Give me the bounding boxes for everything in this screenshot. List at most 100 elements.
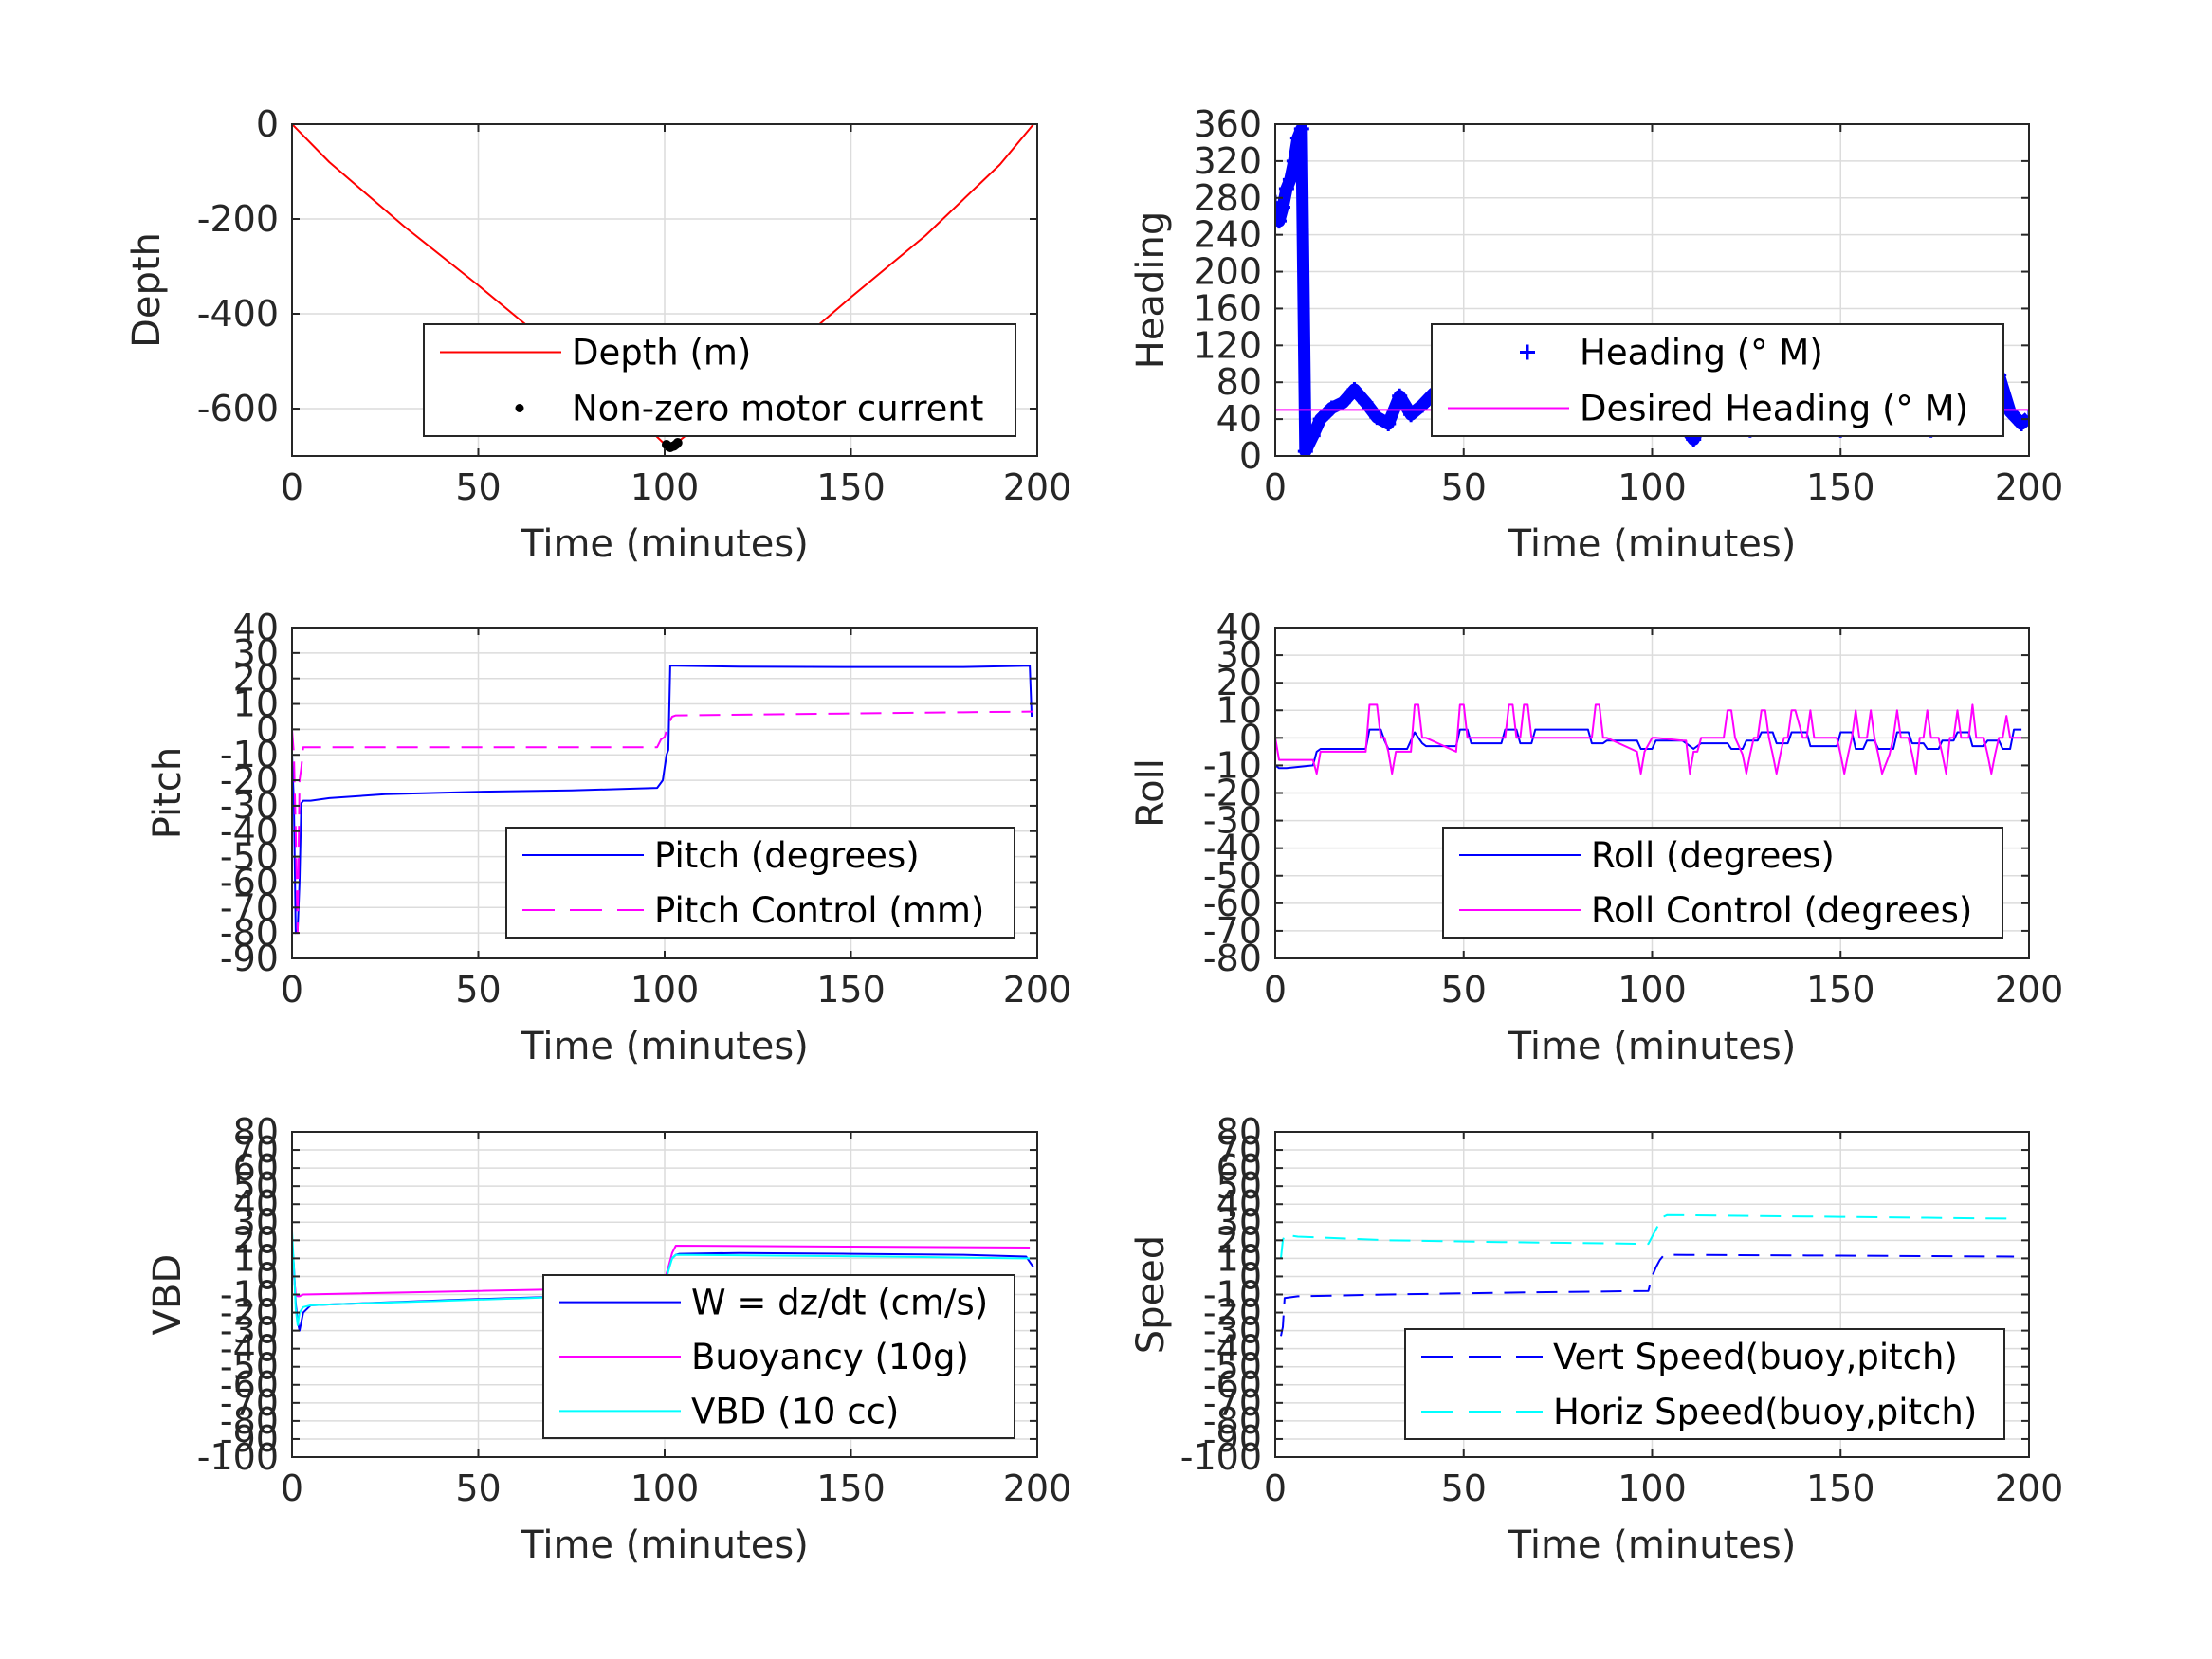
y-tick-label: 0 [256, 1255, 279, 1297]
legend-swatch [515, 404, 524, 412]
vbd-legend: W = dz/dt (cm/s) Buoyancy (10g) VBD (10 cc… [542, 1274, 1015, 1439]
plus-marker [1275, 194, 1283, 210]
y-tick-label: 0 [1239, 1255, 1262, 1297]
legend-box [1431, 323, 2004, 437]
legend-entry-label: Horiz Speed(buoy,pitch) [1553, 1392, 1977, 1432]
x-axis-label: Time (minutes) [1508, 522, 1797, 566]
y-tick-label: 20 [233, 658, 279, 700]
y-tick-label: 200 [1193, 251, 1262, 293]
y-tick-label: -50 [220, 1346, 279, 1388]
series-line [1275, 703, 2022, 775]
x-axis-label: Time (minutes) [520, 1523, 809, 1567]
y-tick-label: 20 [1216, 1219, 1262, 1261]
speed-subplot: 0 50 100 150 200-100-90-80-70-60-50-40-30-20… [1129, 1111, 2063, 1567]
y-tick-label: -40 [1203, 828, 1262, 869]
series-roll-degrees [1275, 728, 2022, 770]
y-tick-label: -80 [220, 1400, 279, 1442]
legend-entry-label: Roll Control (degrees) [1591, 890, 1972, 931]
y-tick-label: 30 [233, 1201, 279, 1243]
plus-marker [1358, 394, 1374, 410]
y-tick-label: 360 [1193, 103, 1262, 145]
x-tick-label: 100 [631, 466, 700, 508]
y-axis-label: Roll [1129, 758, 1173, 828]
y-tick-label: 0 [1239, 435, 1262, 477]
x-axis-label: Time (minutes) [1508, 1523, 1797, 1567]
legend-box [505, 827, 1015, 939]
plus-marker [1282, 172, 1298, 188]
x-tick-label: 100 [631, 969, 700, 1011]
y-tick-label: 30 [1216, 634, 1262, 676]
y-tick-label: 0 [256, 708, 279, 750]
plus-marker [1392, 388, 1408, 404]
y-tick-label: -20 [1203, 773, 1262, 814]
y-tick-label: -80 [1203, 938, 1262, 979]
y-tick-label: 50 [1216, 1165, 1262, 1207]
plus-marker [1305, 428, 1321, 444]
y-tick-label: -60 [220, 1364, 279, 1406]
legend-entry-label: Pitch (degrees) [654, 835, 920, 876]
series-line [1280, 1253, 2015, 1337]
y-tick-label: -600 [197, 388, 279, 429]
x-tick-label: 150 [816, 466, 886, 508]
legend-swatch [1520, 344, 1535, 360]
legend-entry-label: Buoyancy (10g) [691, 1337, 969, 1377]
y-tick-label: 120 [1193, 324, 1262, 366]
y-tick-label: -70 [220, 886, 279, 928]
y-tick-label: -40 [220, 1328, 279, 1370]
y-tick-label: 80 [233, 1111, 279, 1153]
plus-marker [1275, 199, 1290, 215]
y-tick-label: 20 [1216, 662, 1262, 703]
y-tick-label: -20 [220, 759, 279, 801]
depth-legend: Depth (m) Non-zero motor current [423, 323, 1016, 437]
y-tick-label: -100 [197, 1436, 279, 1478]
x-tick-label: 50 [1441, 1468, 1487, 1509]
y-tick-label: 30 [1216, 1201, 1262, 1243]
x-tick-label: 50 [1441, 969, 1487, 1011]
y-tick-label: 160 [1193, 287, 1262, 329]
y-tick-label: -30 [220, 1310, 279, 1352]
legend-entry-label: Non-zero motor current [572, 389, 983, 429]
heading-legend: Heading (° M) Desired Heading (° M) [1431, 323, 2004, 437]
x-tick-label: 0 [281, 466, 303, 508]
y-tick-label: 60 [1216, 1147, 1262, 1189]
y-axis-label: Depth [125, 232, 169, 348]
series-non-zero-motor-current [661, 438, 683, 452]
series-line [292, 710, 1034, 935]
y-axis-label: Speed [1129, 1235, 1173, 1354]
y-tick-label: 80 [1216, 1111, 1262, 1153]
y-tick-label: -10 [1203, 1274, 1262, 1316]
plus-marker [2021, 410, 2029, 426]
series-roll-control-degrees [1275, 703, 2022, 775]
plus-marker [1335, 394, 1351, 410]
x-tick-label: 50 [455, 466, 501, 508]
x-tick-label: 0 [1264, 1468, 1287, 1509]
y-tick-label: -80 [1203, 1400, 1262, 1442]
x-axis-label: Time (minutes) [520, 522, 809, 566]
legend-entry-label: Desired Heading (° M) [1580, 389, 1968, 429]
y-tick-label: -90 [220, 1418, 279, 1460]
y-tick-label: 240 [1193, 214, 1262, 256]
y-tick-label: -60 [1203, 1364, 1262, 1406]
x-tick-label: 50 [455, 1468, 501, 1509]
y-tick-label: 40 [1216, 1183, 1262, 1225]
x-tick-label: 50 [1441, 466, 1487, 508]
x-tick-label: 200 [1003, 466, 1072, 508]
y-tick-label: 10 [233, 684, 279, 725]
y-tick-label: -200 [197, 198, 279, 240]
plus-marker [1286, 153, 1302, 169]
y-tick-label: 0 [256, 103, 279, 145]
y-tick-label: 50 [233, 1165, 279, 1207]
y-tick-label: 10 [1216, 1237, 1262, 1279]
x-axis-label: Time (minutes) [1508, 1025, 1797, 1068]
y-tick-label: -90 [1203, 1418, 1262, 1460]
x-tick-label: 100 [631, 1468, 700, 1509]
y-tick-label: -400 [197, 293, 279, 335]
legend-entry-label: Vert Speed(buoy,pitch) [1553, 1337, 1958, 1377]
x-axis-label: Time (minutes) [520, 1025, 809, 1068]
marker-point [672, 438, 683, 447]
y-tick-label: 40 [1216, 398, 1262, 440]
heading-subplot: 0 50 100 150 20004080120160200240280320360Ti… [1129, 103, 2063, 566]
pitch-subplot: 0 50 100 150 200-90-80-70-60-50-40-30-20-100… [146, 607, 1071, 1068]
x-tick-label: 0 [1264, 969, 1287, 1011]
